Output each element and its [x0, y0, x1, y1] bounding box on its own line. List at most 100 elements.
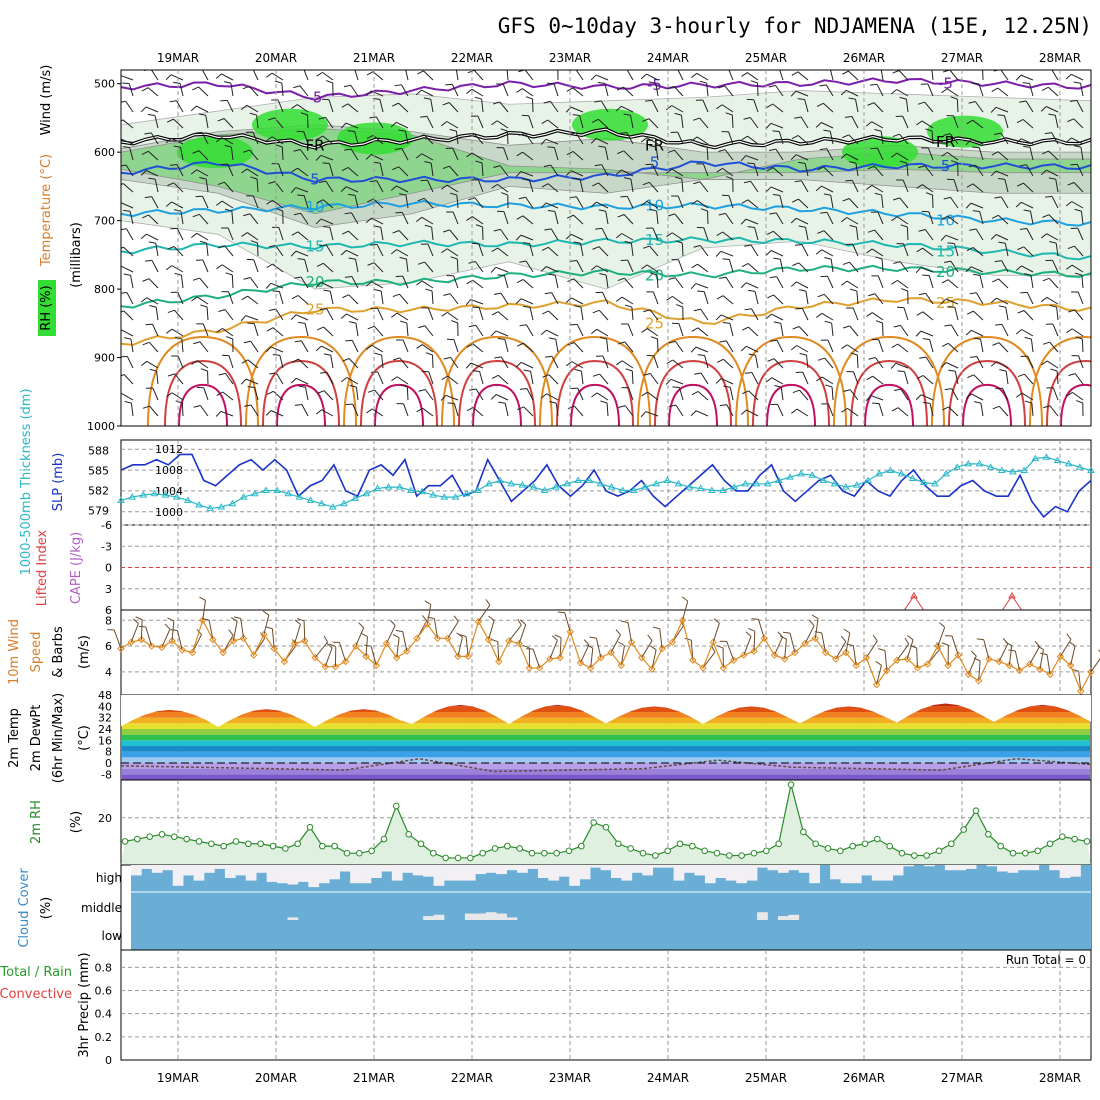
wind-barb-flag [699, 80, 707, 84]
wind-barb [674, 149, 684, 161]
wind-barb-flag [965, 139, 972, 146]
wind-barb [849, 261, 859, 273]
wind-barb-flag [364, 644, 372, 647]
wind-barb [801, 308, 809, 321]
wind-barb [851, 180, 859, 193]
wind-barb-flag [624, 240, 632, 244]
wind-barb-flag [123, 273, 131, 276]
wind-barb-flag [294, 404, 302, 406]
wind-barb [472, 216, 484, 225]
upper-air-panel: -5-5-5FRFRFR5551010101515152020202525255… [38, 65, 1092, 433]
wind-barb [249, 213, 259, 225]
wind-barb [171, 201, 184, 209]
wind-barb-flag [700, 144, 708, 148]
wind-barb-flag [291, 104, 298, 109]
wind-barb-flag [922, 338, 930, 340]
wind-barb-flag [976, 65, 983, 67]
wind-barb-flag [226, 336, 233, 340]
wind-barb-flag [943, 196, 951, 200]
wind-barb-flag [1071, 668, 1079, 672]
wind-barb [247, 359, 259, 369]
wind-barb-flag [779, 635, 787, 640]
wind-barb [1055, 179, 1059, 193]
cloud-high-gap [788, 865, 800, 871]
wind-barb [821, 376, 834, 385]
wind-barb [396, 121, 409, 129]
wind-barb-flag [540, 393, 547, 399]
wind-barb [700, 372, 709, 385]
wind-barb-flag [394, 84, 402, 87]
wind-barb [148, 214, 159, 225]
wind-barb [1022, 119, 1034, 129]
wind-barb-flag [519, 260, 527, 263]
wind-barb [998, 643, 1009, 662]
wind-barb-flag [525, 96, 533, 100]
wind-barb-flag [492, 101, 500, 105]
rh-point [504, 842, 511, 850]
date-label-top: 20MAR [255, 51, 297, 65]
wind-barb [245, 315, 259, 321]
wind-barb-flag [969, 292, 977, 295]
wind-barb-flag [817, 293, 825, 298]
wind-speed-point [525, 664, 534, 672]
wind-barb [928, 275, 934, 289]
wind-barb [647, 391, 659, 401]
wind-barb [725, 213, 734, 225]
wind-barb [745, 218, 759, 225]
wind-barb [902, 115, 909, 129]
wind-barb-flag [415, 153, 422, 159]
thickness-point [797, 469, 805, 477]
wind-barb [503, 211, 509, 225]
wind-barb [402, 631, 408, 652]
wind-barb-flag [1075, 336, 1083, 340]
wind-barb-flag [365, 154, 372, 160]
wind-barb [696, 136, 709, 145]
wind-barb [427, 307, 434, 321]
wind-barb-flag [501, 192, 508, 196]
wind-barb [180, 147, 184, 161]
wind-barb-flag [907, 635, 914, 641]
wind-barb [750, 180, 759, 193]
wind-barb [1071, 328, 1084, 337]
wind-barb [477, 604, 491, 622]
wind-barb-flag [225, 208, 233, 212]
wind-barb [526, 324, 534, 337]
y-axis-label: 2m Temp [7, 708, 22, 768]
wind-barb-flag [244, 404, 252, 407]
wind-barb [596, 265, 609, 273]
wind-barb-flag [748, 353, 756, 356]
rh-point [948, 840, 955, 848]
wind-barb-flag [490, 330, 497, 337]
wind-barb [180, 275, 184, 289]
wind-barb-flag [365, 90, 372, 97]
wind-barb [695, 283, 709, 289]
wind-barb [945, 234, 959, 241]
wind-barb-flag [165, 201, 172, 207]
wind-barb [145, 106, 159, 113]
temp-contour-label: FR [305, 136, 324, 154]
wind-barb-flag [516, 342, 524, 347]
wind-barb-flag [765, 123, 772, 129]
bl-temp-contour [360, 359, 438, 426]
wind-barb [780, 323, 784, 337]
wind-barb-flag [890, 363, 897, 369]
wind-barb-flag [493, 228, 501, 232]
wind-barb [123, 246, 134, 257]
wind-speed-point [923, 660, 932, 668]
wind-barb-flag [599, 273, 607, 276]
wind-barb [423, 198, 434, 209]
wind-barb [1024, 373, 1034, 385]
rh-point [245, 840, 252, 848]
wind-barb [973, 374, 984, 385]
wind-barb [798, 326, 809, 337]
wind-barb [950, 260, 959, 273]
wind-barb [329, 291, 334, 305]
wind-barb-flag [548, 337, 556, 340]
wind-speed-point [821, 648, 830, 657]
pressure-frame [120, 439, 1092, 526]
cloud-high-gap [631, 865, 643, 873]
cloud-middle-bar [475, 913, 487, 920]
wind-barb [656, 211, 659, 225]
wind-barb [924, 165, 934, 177]
wind-barb-flag [549, 401, 557, 404]
